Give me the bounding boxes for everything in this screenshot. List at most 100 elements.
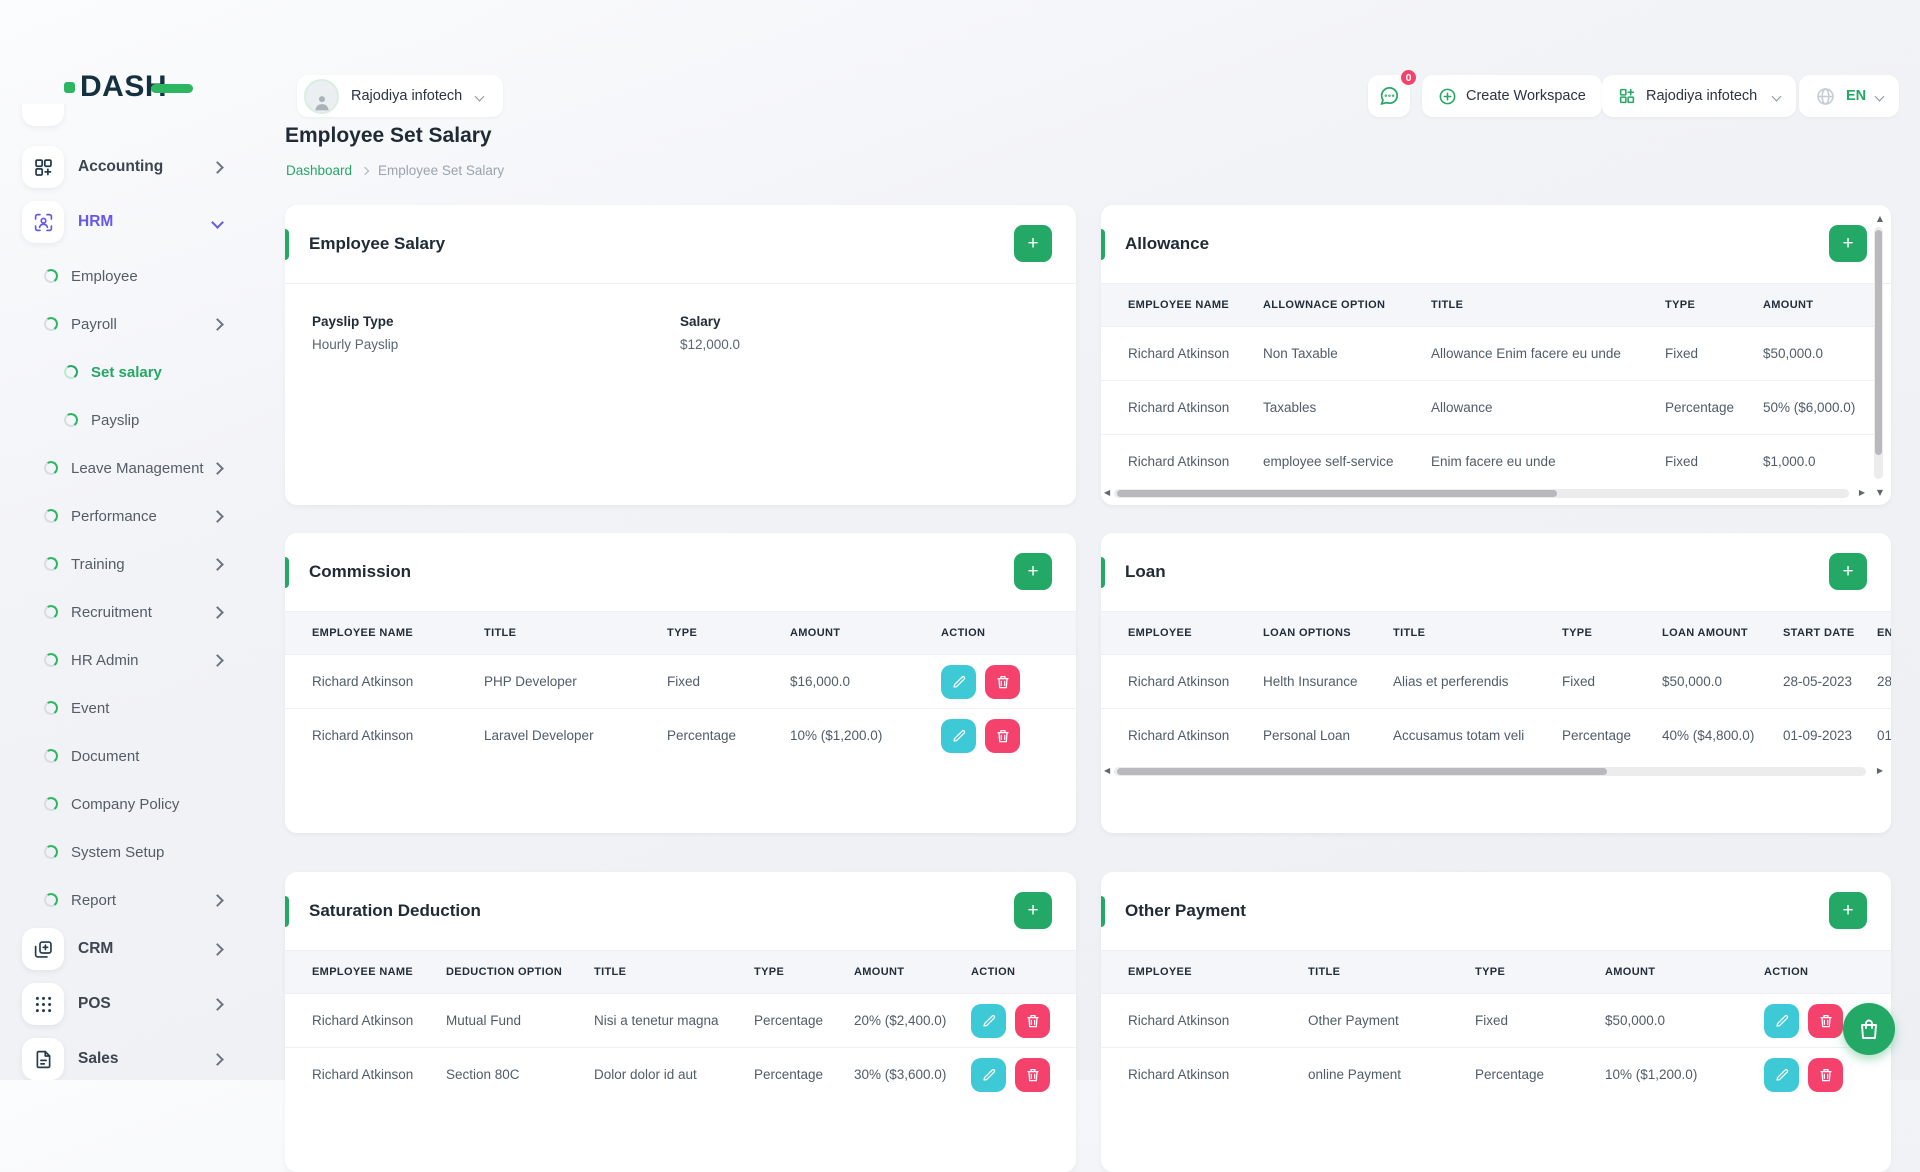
sidebar-item-leave-management[interactable]: Leave Management xyxy=(42,448,252,488)
loan-card: Loan + Employee Loan Options Title Type Loan… xyxy=(1101,533,1891,833)
table-cell: Fixed xyxy=(1475,993,1605,1048)
bullet-ring-icon xyxy=(42,555,60,573)
table-row: Richard Atkinson Taxables Allowance Percent… xyxy=(1101,380,1882,435)
table-cell: Richard Atkinson xyxy=(285,654,484,709)
sidebar-item-system-setup[interactable]: System Setup xyxy=(42,832,252,872)
field-value: $12,000.0 xyxy=(680,337,741,352)
sidebar-item-report[interactable]: Report xyxy=(42,880,252,920)
create-workspace-label: Create Workspace xyxy=(1466,88,1586,104)
chevron-right-icon xyxy=(211,557,224,571)
sidebar-item-performance[interactable]: Performance xyxy=(42,496,252,536)
sidebar-item-label: Company Policy xyxy=(71,795,180,813)
data-table: Employee Loan Options Title Type Loan Amount… xyxy=(1101,612,1891,762)
company-selector[interactable]: Rajodiya infotech xyxy=(1602,75,1797,117)
table-cell: Percentage xyxy=(1475,1047,1605,1101)
scroll-right-arrow-icon[interactable]: ▶ xyxy=(1876,766,1883,775)
field-label: Salary xyxy=(680,314,721,329)
sidebar-nav: Accounting HRM Employee Payroll Set salary Pa… xyxy=(0,104,252,1080)
edit-button[interactable] xyxy=(941,664,976,699)
shop-fab-button[interactable] xyxy=(1843,1003,1895,1055)
add-loan-button[interactable]: + xyxy=(1829,553,1867,590)
chevron-right-icon xyxy=(211,509,224,523)
messenger-button[interactable]: 0 xyxy=(1368,68,1418,117)
chevron-down-icon xyxy=(1874,91,1885,101)
edit-button[interactable] xyxy=(1764,1003,1799,1038)
sidebar-item-label: Set salary xyxy=(91,363,162,381)
sidebar-item-company-policy[interactable]: Company Policy xyxy=(42,784,252,824)
horizontal-scrollbar-thumb[interactable] xyxy=(1117,490,1557,497)
sidebar-item-payslip[interactable]: Payslip xyxy=(62,400,252,440)
language-selector[interactable]: EN xyxy=(1799,75,1900,117)
card-accent-bar xyxy=(1101,229,1105,260)
sidebar-item-document[interactable]: Document xyxy=(42,736,252,776)
add-deduction-button[interactable]: + xyxy=(1014,892,1052,929)
table-cell: Accusamus totam veli xyxy=(1393,708,1562,762)
chevron-right-icon xyxy=(211,160,224,174)
brand-logo[interactable]: DASH xyxy=(64,72,194,102)
vertical-scrollbar[interactable] xyxy=(1874,227,1883,479)
sidebar-item-event[interactable]: Event xyxy=(42,688,252,728)
edit-button[interactable] xyxy=(941,718,976,753)
sidebar-item-hrm[interactable]: HRM xyxy=(22,201,252,243)
sidebar-item-crm[interactable]: CRM xyxy=(22,928,252,970)
table-cell: online Payment xyxy=(1308,1047,1475,1101)
sales-document-icon xyxy=(22,1038,64,1080)
vertical-scrollbar-thumb[interactable] xyxy=(1875,230,1882,455)
page-title: Employee Set Salary xyxy=(285,124,492,147)
trash-icon xyxy=(1819,1068,1832,1081)
action-cell xyxy=(941,708,1076,762)
action-cell xyxy=(971,1047,1076,1101)
sidebar-item-hr-admin[interactable]: HR Admin xyxy=(42,640,252,680)
sidebar-item-pos[interactable]: POS xyxy=(22,983,252,1025)
breadcrumb-current: Employee Set Salary xyxy=(378,163,505,178)
horizontal-scrollbar[interactable] xyxy=(1114,489,1849,498)
table-cell: Dolor dolor id aut xyxy=(594,1047,754,1101)
breadcrumb-dashboard-link[interactable]: Dashboard xyxy=(286,163,353,178)
workspace-selector-label: Rajodiya infotech xyxy=(351,88,463,104)
column-header-allownace-option: Allownace Option xyxy=(1263,284,1431,327)
scroll-up-arrow-icon[interactable]: ▲ xyxy=(1876,214,1883,223)
data-table: Employee Name Title Type Amount Action Richar… xyxy=(285,612,1076,762)
delete-button[interactable] xyxy=(1015,1057,1050,1092)
delete-button[interactable] xyxy=(1808,1003,1843,1038)
column-header-action: Action xyxy=(971,951,1076,994)
delete-button[interactable] xyxy=(1015,1003,1050,1038)
edit-button[interactable] xyxy=(971,1057,1006,1092)
sidebar-item-recruitment[interactable]: Recruitment xyxy=(42,592,252,632)
scroll-left-arrow-icon[interactable]: ◀ xyxy=(1104,766,1111,775)
add-salary-button[interactable]: + xyxy=(1014,225,1052,262)
bullet-ring-icon xyxy=(42,795,60,813)
create-workspace-button[interactable]: Create Workspace xyxy=(1422,75,1602,117)
sidebar-item-accounting[interactable]: Accounting xyxy=(22,146,252,188)
table-cell: Richard Atkinson xyxy=(1101,326,1263,381)
edit-button[interactable] xyxy=(971,1003,1006,1038)
edit-button[interactable] xyxy=(1764,1057,1799,1092)
sidebar-item-payroll[interactable]: Payroll xyxy=(42,304,252,344)
sidebar-item-set-salary[interactable]: Set salary xyxy=(62,352,252,392)
sidebar-item-clipped[interactable] xyxy=(22,104,64,126)
table-row: Richard Atkinson Laravel Developer Percent… xyxy=(285,708,1076,762)
add-commission-button[interactable]: + xyxy=(1014,553,1052,590)
column-header-type: Type xyxy=(1475,951,1605,994)
chevron-right-icon xyxy=(211,653,224,667)
add-allowance-button[interactable]: + xyxy=(1829,225,1867,262)
sidebar-item-sales[interactable]: Sales xyxy=(22,1038,252,1080)
delete-button[interactable] xyxy=(985,664,1020,699)
sidebar-item-training[interactable]: Training xyxy=(42,544,252,584)
add-other-payment-button[interactable]: + xyxy=(1829,892,1867,929)
delete-button[interactable] xyxy=(1808,1057,1843,1092)
workspace-selector[interactable]: Rajodiya infotech xyxy=(297,75,504,117)
pencil-icon xyxy=(952,729,965,742)
bullet-ring-icon xyxy=(62,363,80,381)
scroll-right-arrow-icon[interactable]: ▶ xyxy=(1858,488,1865,497)
globe-icon xyxy=(1815,86,1836,107)
horizontal-scrollbar[interactable] xyxy=(1114,767,1866,776)
trash-icon xyxy=(996,729,1009,742)
scroll-down-arrow-icon[interactable]: ▼ xyxy=(1876,488,1883,497)
delete-button[interactable] xyxy=(985,718,1020,753)
horizontal-scrollbar-thumb[interactable] xyxy=(1117,768,1607,775)
table-cell: Nisi a tenetur magna xyxy=(594,993,754,1048)
scroll-left-arrow-icon[interactable]: ◀ xyxy=(1104,488,1111,497)
sidebar-item-employee[interactable]: Employee xyxy=(42,256,252,296)
table-header-row: Employee Name Deduction Option Title Type Am… xyxy=(285,951,1076,994)
